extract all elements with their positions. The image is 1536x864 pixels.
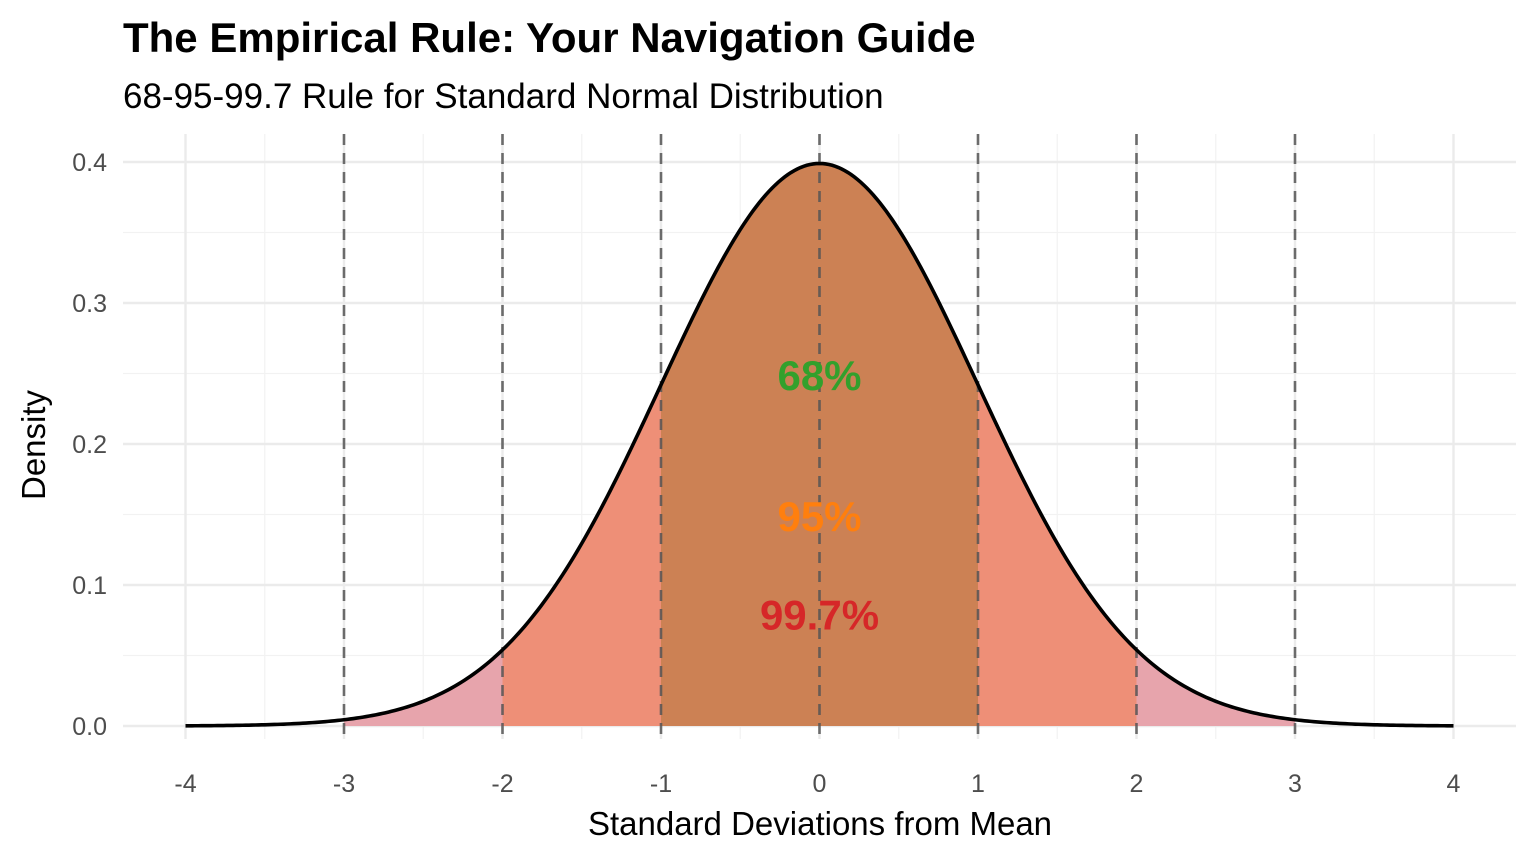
x-tick-label: -1 <box>650 770 672 798</box>
annotation-99-7pct: 99.7% <box>760 592 879 639</box>
density-curve-group <box>185 161 1454 728</box>
annotation-95pct: 95% <box>777 493 861 540</box>
y-tick-label: 0.0 <box>72 713 107 741</box>
x-axis-title: Standard Deviations from Mean <box>588 805 1052 842</box>
y-axis-title: Density <box>15 389 52 500</box>
y-tick-label: 0.3 <box>72 290 107 318</box>
x-tick-label: 2 <box>1130 770 1144 798</box>
chart-title: The Empirical Rule: Your Navigation Guid… <box>123 14 976 61</box>
x-tick-label: -4 <box>174 770 196 798</box>
x-tick-label: 4 <box>1447 770 1461 798</box>
y-tick-label: 0.2 <box>72 431 107 459</box>
x-axis-tick-labels: -4 -3 -2 -1 0 1 2 3 4 <box>174 770 1460 798</box>
y-tick-label: 0.1 <box>72 572 107 600</box>
x-tick-label: 1 <box>971 770 985 798</box>
density-curve <box>185 161 1454 728</box>
x-tick-label: 0 <box>813 770 827 798</box>
band-annotations: 68% 95% 99.7% <box>760 352 879 639</box>
x-tick-label: -3 <box>333 770 355 798</box>
y-tick-label: 0.4 <box>72 149 107 177</box>
chart-subtitle: 68-95-99.7 Rule for Standard Normal Dist… <box>123 77 884 116</box>
y-axis-tick-labels: 0.0 0.1 0.2 0.3 0.4 <box>72 149 107 741</box>
x-tick-label: 3 <box>1288 770 1302 798</box>
annotation-68pct: 68% <box>777 352 861 399</box>
x-tick-label: -2 <box>491 770 513 798</box>
reference-lines <box>342 134 1297 739</box>
